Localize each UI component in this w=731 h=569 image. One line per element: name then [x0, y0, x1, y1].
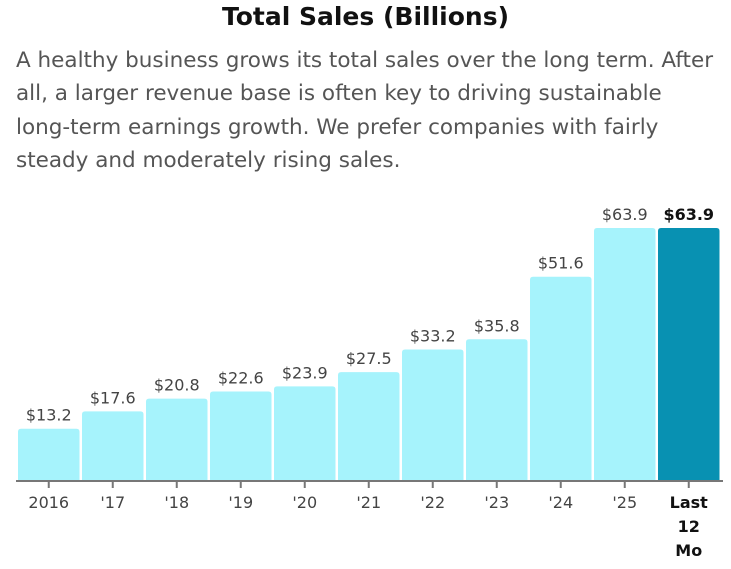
bar	[530, 276, 592, 481]
bar	[274, 386, 336, 481]
bar	[210, 391, 272, 481]
bar	[402, 349, 464, 481]
bar	[466, 339, 528, 481]
data-label: $17.6	[90, 388, 136, 407]
tick-label: Last	[670, 493, 709, 512]
data-label: $27.5	[346, 349, 392, 368]
data-label: $63.9	[602, 205, 648, 224]
tick-label: '17	[100, 493, 125, 512]
data-label: $33.2	[410, 327, 456, 346]
tick-label: 2016	[28, 493, 69, 512]
tick-label: '24	[548, 493, 573, 512]
data-label: $51.6	[538, 254, 584, 273]
tick-label: '23	[484, 493, 509, 512]
bar	[594, 228, 656, 481]
tick-label: '22	[420, 493, 445, 512]
bar	[82, 411, 144, 481]
tick-label: '20	[292, 493, 317, 512]
data-label: $35.8	[474, 316, 520, 335]
bar	[658, 228, 720, 481]
bar	[338, 372, 400, 481]
bar	[18, 428, 80, 481]
tick-label: '19	[228, 493, 253, 512]
chart-title: Total Sales (Billions)	[221, 2, 510, 31]
data-label: $20.8	[154, 376, 200, 395]
tick-label: 12	[678, 517, 700, 536]
data-label: $63.9	[663, 205, 714, 224]
bar	[146, 398, 208, 481]
data-label: $13.2	[26, 406, 72, 425]
tick-label: '21	[356, 493, 381, 512]
chart-description: A healthy business grows its total sales…	[16, 48, 714, 173]
data-label: $22.6	[218, 369, 264, 388]
tick-label: '25	[612, 493, 637, 512]
tick-label: Mo	[675, 541, 702, 560]
data-label: $23.9	[282, 363, 328, 382]
tick-label: '18	[164, 493, 189, 512]
